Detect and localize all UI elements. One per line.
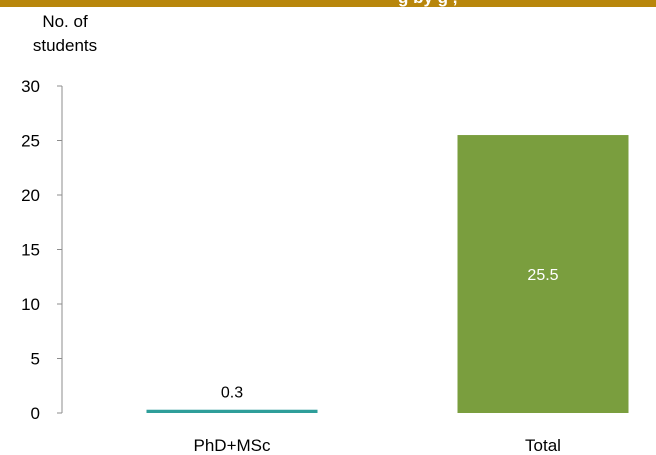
bar-total: [457, 135, 629, 414]
top-color-band: g by g ,: [0, 0, 656, 7]
data-label: 25.5: [527, 267, 558, 284]
y-tick-label: 25: [21, 132, 40, 151]
y-tick-label: 15: [21, 241, 40, 260]
x-category-label: PhD+MSc: [194, 436, 271, 455]
x-category-label: Total: [525, 436, 561, 455]
y-tick-label: 20: [21, 186, 40, 205]
header-partial-title: g by g ,: [398, 0, 458, 8]
y-axis-title-line-2: students: [32, 36, 98, 55]
y-tick-label: 5: [31, 350, 40, 369]
y-axis-title-line-1: No. of: [42, 12, 88, 31]
y-tick-label: 10: [21, 295, 40, 314]
bar-phd-msc: [146, 409, 318, 413]
y-tick-label: 30: [21, 77, 40, 96]
y-tick-label: 0: [31, 404, 40, 423]
data-label: 0.3: [221, 385, 243, 402]
y-axis-title: No. of students: [20, 10, 110, 58]
